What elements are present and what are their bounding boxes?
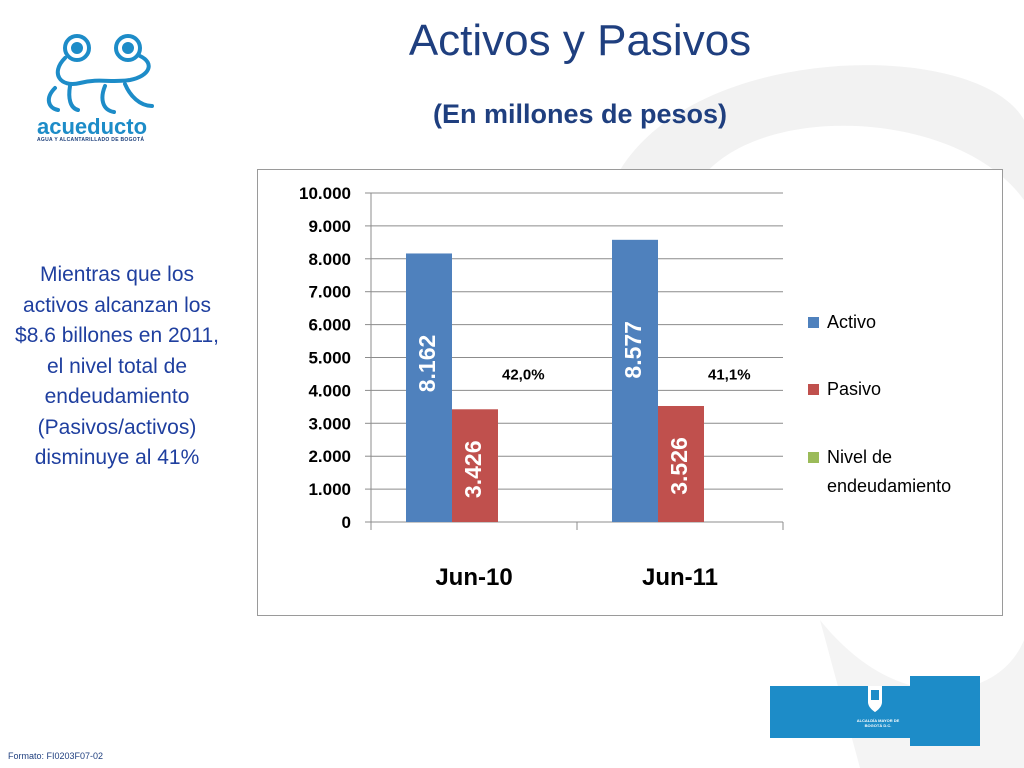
y-tick-label: 7.000: [308, 283, 351, 302]
y-tick-label: 0: [342, 513, 351, 532]
corner-logo-text: ALCALDÍA MAYOR DE BOGOTÁ D.C.: [856, 718, 900, 728]
y-tick-label: 10.000: [299, 184, 351, 203]
legend-label: Activo: [827, 312, 876, 332]
data-label-activo: 8.162: [414, 335, 440, 393]
y-tick-label: 2.000: [308, 447, 351, 466]
y-tick-label: 8.000: [308, 250, 351, 269]
acueducto-logo: [30, 28, 180, 148]
x-category-label: Jun-11: [642, 564, 718, 591]
y-tick-label: 5.000: [308, 349, 351, 368]
bogota-shield-icon: [868, 686, 882, 712]
side-description: Mientras que los activos alcanzan los $8…: [15, 263, 219, 469]
y-tick-label: 4.000: [308, 381, 351, 400]
y-tick-label: 9.000: [308, 217, 351, 236]
y-tick-label: 3.000: [308, 414, 351, 433]
y-tick-label: 1.000: [308, 480, 351, 499]
data-label-pasivo: 3.526: [666, 437, 692, 495]
footer-format-code: Formato: FI0203F07-02: [8, 751, 104, 761]
legend-label: endeudamiento: [827, 476, 951, 496]
page-subtitle: (En millones de pesos): [432, 99, 728, 129]
chart-frame: 0 1.000 2.000 3.000 4.000 5.000 6.000 7.000 8.00…: [257, 169, 1003, 616]
legend-swatch-3: [808, 452, 819, 463]
logo-tagline: AGUA Y ALCANTARILLADO DE BOGOTÁ: [37, 137, 145, 143]
data-label-activo: 8.577: [620, 321, 646, 379]
bar-chart: 0 1.000 2.000 3.000 4.000 5.000 6.000 7.000 8.00…: [299, 184, 951, 591]
legend-swatch-1: [808, 317, 819, 328]
bar-pasivo: [658, 405, 704, 522]
bar-activo: [612, 239, 658, 522]
frog-logo-icon: [46, 34, 154, 114]
data-label-nivel: 41,1%: [708, 366, 751, 383]
legend-label: Nivel de: [827, 447, 892, 467]
data-label-pasivo: 3.426: [460, 441, 486, 499]
page-title: Activos y Pasivos: [408, 16, 752, 65]
y-tick-label: 6.000: [308, 316, 351, 335]
legend-swatch-2: [808, 384, 819, 395]
legend-label: Pasivo: [827, 379, 881, 399]
x-category-label: Jun-10: [435, 564, 512, 591]
logo-name: acueducto: [37, 114, 148, 139]
bar-pasivo: [452, 409, 498, 522]
bar-activo: [406, 253, 452, 522]
data-label-nivel: 42,0%: [502, 366, 545, 383]
corner-logo-block: [770, 676, 980, 746]
